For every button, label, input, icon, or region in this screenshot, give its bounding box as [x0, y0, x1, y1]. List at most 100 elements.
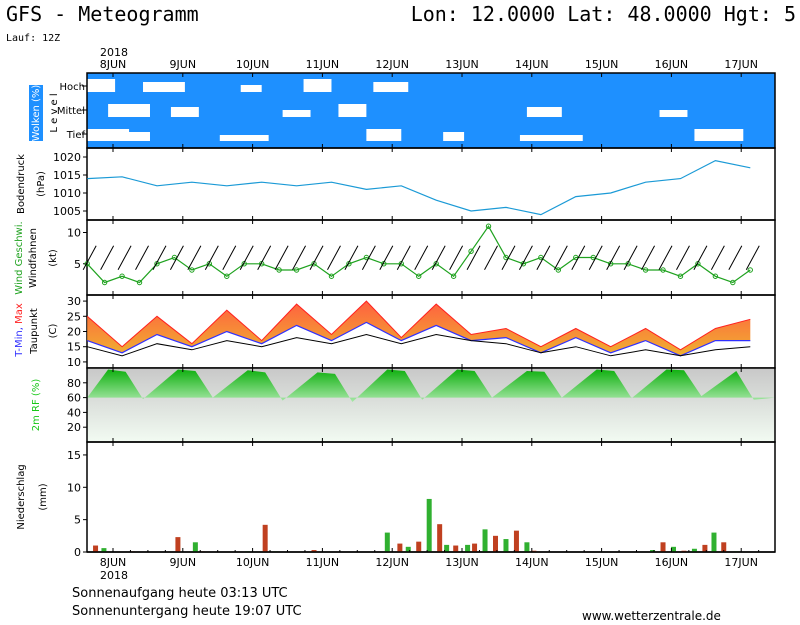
cloud-panel: Hoch Mittel Tief Wolken (%) L e v e l — [29, 72, 776, 149]
precip-tick-label: 5 — [74, 514, 81, 527]
precip-unit-label: (mm) — [38, 483, 49, 510]
temp-tick-label: 20 — [67, 326, 81, 339]
wind-speed-point — [276, 267, 282, 273]
wind-barb — [222, 245, 237, 270]
day-label-top: 15JUN — [585, 58, 619, 71]
day-label-top: 12JUN — [375, 58, 409, 71]
cloud-axis-label: Wolken (%) — [31, 85, 42, 142]
wind-speed-point — [642, 267, 649, 273]
wind-speed-point — [101, 279, 108, 286]
temp-max-line — [86, 300, 751, 351]
model-run-label: Lauf: 12Z — [6, 33, 61, 44]
year-label-top: 2018 — [100, 46, 128, 59]
precip-bar — [702, 544, 708, 552]
wind-barb — [135, 245, 149, 270]
rh-tick-label: 40 — [67, 406, 81, 419]
precip-bar — [711, 532, 717, 552]
temp-tick-label: 10 — [67, 356, 81, 369]
wind-speed-point — [485, 223, 492, 229]
wind-barb — [553, 245, 568, 270]
wind-barb — [257, 245, 272, 270]
day-label-bottom: 12JUN — [375, 556, 409, 569]
clear-sky-band — [108, 104, 150, 117]
cloud-level-label: Hoch — [60, 82, 85, 93]
pressure-axis-label: Bodendruck — [16, 154, 27, 214]
clear-sky-band — [87, 79, 116, 92]
clear-sky-band — [443, 132, 465, 141]
day-label-bottom: 17JUN — [724, 556, 758, 569]
wind-speed-point — [328, 273, 335, 279]
clear-sky-band — [373, 82, 409, 92]
wind-barb — [449, 245, 464, 270]
wind-barb — [745, 245, 760, 270]
wind-barb — [658, 245, 673, 270]
wind-barb — [676, 245, 690, 270]
pressure-panel: 1005 1010 1015 1020 Bodendruck (hPa) — [16, 147, 776, 221]
precip-tick-label: 10 — [67, 481, 81, 494]
wind-speed-point — [189, 267, 195, 273]
rh-axis-label: 2m RF (%) — [31, 379, 42, 432]
precip-bar — [453, 545, 459, 552]
cloud-label-box — [29, 85, 43, 141]
precip-bar — [311, 550, 317, 552]
wind-speed-point — [450, 273, 457, 279]
precip-bar — [660, 542, 666, 552]
precip-bar — [465, 544, 471, 552]
source-credit: www.wetterzentrale.de — [582, 609, 721, 623]
clear-sky-band — [303, 79, 332, 92]
pressure-tick-label: 1020 — [53, 151, 81, 164]
precip-bar — [493, 535, 499, 552]
wind-barb — [379, 245, 394, 270]
day-label-top: 11JUN — [306, 58, 340, 71]
temp-min-line — [87, 321, 751, 357]
dewpoint-line — [87, 333, 751, 357]
precip-bar — [262, 524, 268, 552]
day-label-top: 8JUN — [100, 58, 127, 71]
day-label-bottom: 15JUN — [585, 556, 619, 569]
clear-sky-band — [143, 82, 185, 92]
pressure-tick-label: 1010 — [53, 187, 81, 200]
wind-barb — [292, 245, 307, 270]
day-label-top: 13JUN — [445, 58, 479, 71]
wind-barb — [309, 245, 324, 270]
wind-barb — [187, 245, 202, 270]
day-label-bottom: 16JUN — [655, 556, 689, 569]
wind-speed-point — [224, 273, 230, 279]
wind-barb — [204, 245, 219, 270]
day-label-bottom: 10JUN — [236, 556, 270, 569]
day-label-top: 17JUN — [724, 58, 758, 71]
day-label-top: 9JUN — [170, 58, 197, 71]
precip-bar — [405, 546, 411, 552]
precip-bar — [397, 543, 403, 552]
clear-sky-band — [87, 129, 130, 141]
wind-barb — [484, 245, 498, 270]
temperature-panel: 10 15 20 25 30 T-Min, Max Taupunkt (C) — [14, 294, 776, 369]
wind-frame — [86, 219, 776, 296]
pressure-frame — [86, 147, 776, 221]
sunset-text: Sonnenuntergang heute 19:07 UTC — [72, 604, 302, 619]
sunrise-text: Sonnenaufgang heute 03:13 UTC — [72, 586, 288, 601]
clear-sky-band — [659, 110, 688, 117]
pressure-unit-label: (hPa) — [36, 171, 47, 197]
cloud-level-label: Tief — [66, 130, 86, 141]
precip-bar — [650, 550, 656, 552]
wind-barb — [728, 245, 743, 270]
precip-bar — [524, 542, 530, 552]
precipitation-panel: 0 5 10 15 Niederschlag (mm) — [16, 441, 776, 559]
precip-bar — [503, 539, 509, 552]
clear-sky-band — [338, 104, 367, 117]
precip-tick-label: 0 — [74, 546, 81, 559]
rh-tick-label: 60 — [67, 392, 81, 405]
day-label-top: 10JUN — [236, 58, 270, 71]
wind-barb — [82, 245, 97, 270]
wind-barb — [501, 245, 516, 270]
dewpoint-axis-label: Taupunkt — [29, 308, 40, 355]
precip-tick-label: 15 — [67, 449, 81, 462]
precip-bar — [101, 548, 107, 552]
precip-bar — [472, 543, 478, 552]
temp-tick-label: 25 — [67, 310, 81, 323]
day-label-bottom: 11JUN — [306, 556, 340, 569]
wind-speed-point — [136, 279, 143, 286]
